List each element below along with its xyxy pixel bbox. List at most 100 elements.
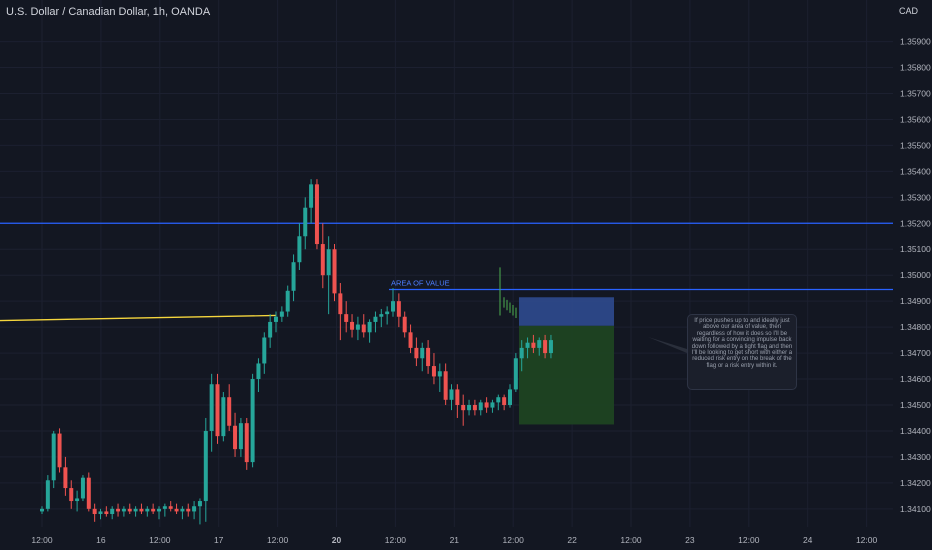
candle-body <box>197 501 202 507</box>
x-tick-label: 17 <box>214 535 224 545</box>
candle-body <box>162 506 167 509</box>
candle-body <box>121 508 126 512</box>
candle-body <box>57 433 62 468</box>
yellow-trend-line <box>0 314 277 322</box>
candle-body <box>69 488 74 502</box>
candle-body <box>531 342 536 348</box>
candle-body <box>496 397 501 403</box>
candle-body <box>238 423 243 450</box>
candle-body <box>203 430 208 502</box>
y-tick-label: 1.35900 <box>900 37 931 47</box>
candle-body <box>250 379 255 463</box>
candle-body <box>268 321 273 338</box>
candle-body <box>209 384 214 431</box>
y-tick-label: 1.35700 <box>900 88 931 98</box>
candle-body <box>484 402 489 408</box>
candle-body <box>51 433 56 481</box>
area-of-value-label: AREA OF VALUE <box>391 278 450 287</box>
candle-body <box>186 508 191 512</box>
x-tick-label: 24 <box>803 535 813 545</box>
candle-body <box>408 332 413 348</box>
candle-body <box>110 508 115 515</box>
candle-body <box>303 207 308 237</box>
candle-body <box>192 506 197 512</box>
candle-body <box>256 363 261 380</box>
take-profit-zone <box>519 325 614 425</box>
candle-body <box>519 347 524 359</box>
y-tick-label: 1.35400 <box>900 166 931 176</box>
candle-body <box>326 249 331 276</box>
candle-body <box>391 301 395 312</box>
y-tick-label: 1.35600 <box>900 114 931 124</box>
candle-body <box>361 324 366 333</box>
candle-body <box>508 389 512 405</box>
candle-body <box>338 293 343 315</box>
candle-body <box>63 467 68 489</box>
candle-body <box>355 324 360 330</box>
trade-note[interactable]: If price pushes up to and ideally just a… <box>687 314 797 390</box>
x-tick-label: 12:00 <box>738 535 760 545</box>
candle-body <box>139 508 144 512</box>
candle-body <box>455 389 460 405</box>
candle-body <box>379 314 384 317</box>
grid <box>0 0 893 527</box>
candle-body <box>168 506 173 509</box>
candle-body <box>385 311 390 315</box>
y-tick-label: 1.34400 <box>900 426 931 436</box>
candle-body <box>537 340 542 348</box>
candle-body <box>233 425 238 450</box>
candle-body <box>80 477 85 499</box>
candles <box>40 179 553 525</box>
candle-body <box>502 397 507 405</box>
y-tick-label: 1.34900 <box>900 296 931 306</box>
x-axis[interactable]: 12:00 16 12:00 17 12:00 20 12:00 21 12:00 22 12:00… <box>31 535 877 545</box>
candle-body <box>367 321 372 333</box>
currency-label: CAD <box>899 6 919 16</box>
candle-body <box>478 402 483 411</box>
candle-body <box>127 508 132 512</box>
y-tick-label: 1.34500 <box>900 400 931 410</box>
candle-body <box>402 316 407 333</box>
candle-body <box>45 480 50 509</box>
y-tick-label: 1.35000 <box>900 270 931 280</box>
candle-body <box>525 342 530 348</box>
candle-body <box>320 244 325 276</box>
candle-body <box>227 397 232 426</box>
candle-body <box>98 511 103 515</box>
candle-body <box>174 508 179 512</box>
candle-body <box>116 508 121 512</box>
y-axis[interactable]: 1.35900 1.35800 1.35700 1.35600 1.35500 1.354… <box>900 37 931 514</box>
x-tick-label: 16 <box>96 535 106 545</box>
candle-body <box>40 508 44 512</box>
candle-body <box>285 290 290 312</box>
x-tick-label: 12:00 <box>856 535 878 545</box>
candle-body <box>244 423 249 463</box>
x-tick-label: 22 <box>567 535 577 545</box>
projection <box>499 267 517 319</box>
zones <box>519 297 614 425</box>
candle-body <box>133 508 138 512</box>
candle-body <box>431 366 436 377</box>
x-tick-label: 12:00 <box>503 535 525 545</box>
candle-body <box>344 314 349 322</box>
symbol-title[interactable]: U.S. Dollar / Canadian Dollar, 1h, OANDA <box>6 6 211 18</box>
x-tick-label: 23 <box>685 535 695 545</box>
x-tick-label: 12:00 <box>31 535 53 545</box>
candle-body <box>396 301 401 317</box>
candle-body <box>490 402 495 408</box>
candle-body <box>215 384 220 437</box>
stop-loss-zone <box>519 297 614 326</box>
candle-body <box>92 508 97 515</box>
candle-body <box>151 508 156 512</box>
x-tick-label: 21 <box>450 535 460 545</box>
candle-body <box>350 321 355 330</box>
x-tick-label: 20 <box>332 535 342 545</box>
candle-body <box>449 389 454 400</box>
x-tick-label: 12:00 <box>620 535 642 545</box>
candle-body <box>279 311 284 317</box>
x-tick-label: 12:00 <box>149 535 171 545</box>
candle-body <box>543 340 548 354</box>
candle-body <box>467 404 472 411</box>
candle-body <box>104 511 109 515</box>
